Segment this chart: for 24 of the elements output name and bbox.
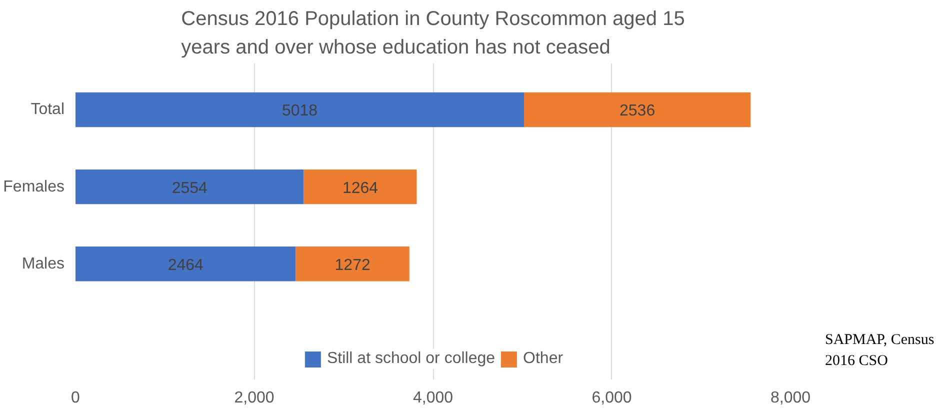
text: SAPMAP, Census 2016 CSO	[825, 331, 936, 372]
data-label: 2464	[168, 256, 204, 274]
y-tick-label: Males	[22, 255, 65, 272]
legend-label: Still at school or college	[326, 350, 496, 368]
bar	[76, 246, 296, 282]
bar	[524, 92, 751, 128]
bar	[76, 169, 304, 204]
bar	[304, 169, 417, 204]
y-tick-label: Females	[3, 178, 65, 196]
chart-title: Census 2016 Population in County Roscommon aged 15 years and over whose education has not ceased	[181, 8, 685, 58]
bar	[296, 246, 410, 282]
legend-label: Other	[523, 350, 564, 368]
data-label: 1272	[334, 256, 370, 274]
data-label: 2536	[620, 102, 656, 120]
y-tick-label: Total	[30, 101, 64, 118]
x-tick-label: 8,000	[770, 390, 811, 406]
data-label: 2554	[172, 180, 208, 197]
bar	[76, 92, 524, 128]
data-label: 5018	[282, 102, 318, 120]
x-tick-label: 2,000	[234, 390, 274, 406]
x-tick-label: 6,000	[592, 390, 632, 406]
x-tick-label: 4,000	[412, 390, 454, 406]
data-label: 1264	[342, 180, 378, 197]
x-tick-label: 0	[71, 390, 80, 406]
